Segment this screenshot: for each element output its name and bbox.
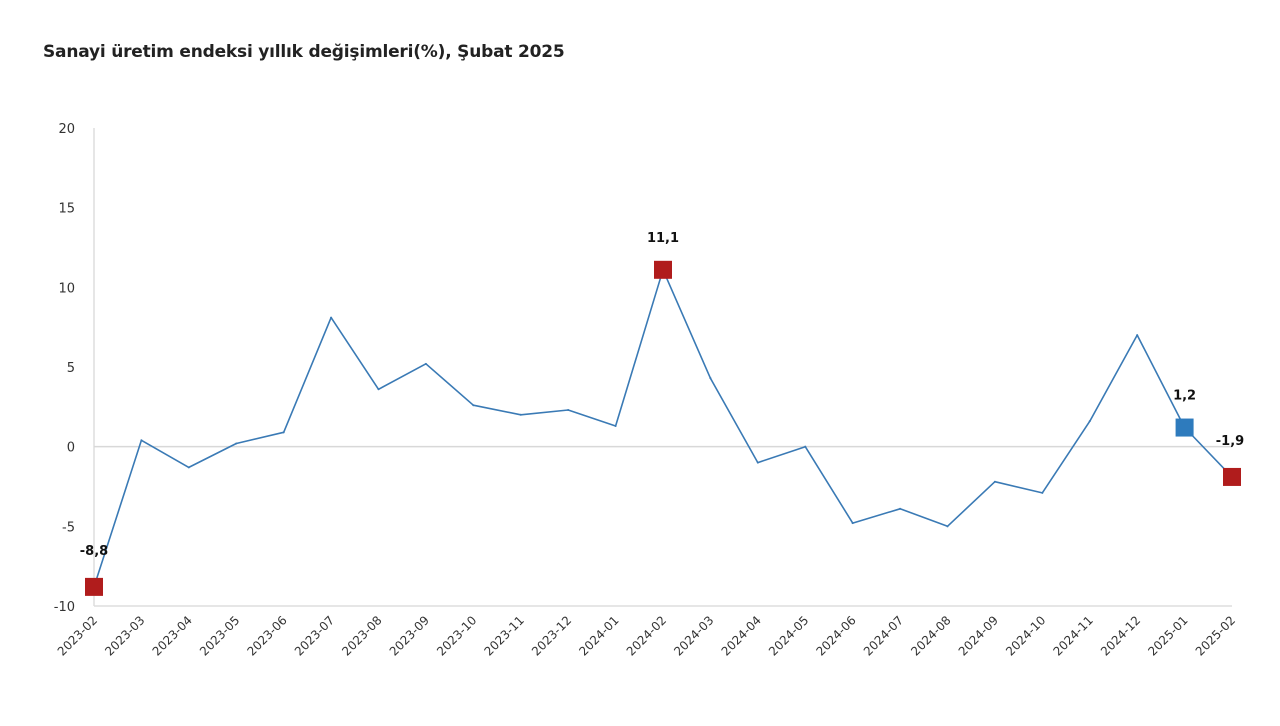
data-point <box>140 439 143 442</box>
x-tick-label: 2023-11 <box>482 613 527 658</box>
data-point <box>756 461 759 464</box>
x-tick-label: 2024-10 <box>1003 613 1048 658</box>
data-point <box>899 507 902 510</box>
x-tick-label: 2023-09 <box>387 613 432 658</box>
x-tick-label: 2023-12 <box>529 613 574 658</box>
highlight-markers <box>85 260 1241 596</box>
x-tick-label: 2024-03 <box>671 613 716 658</box>
data-label: 11,1 <box>647 231 679 246</box>
data-point <box>330 316 333 319</box>
x-tick-label: 2023-10 <box>434 613 479 658</box>
data-point <box>993 480 996 483</box>
y-tick-label: 0 <box>67 441 75 456</box>
data-point <box>1041 491 1044 494</box>
x-tick-label: 2023-06 <box>244 613 289 658</box>
highlight-marker <box>1223 467 1241 486</box>
y-tick-label: -10 <box>54 600 75 615</box>
data-point <box>946 525 949 528</box>
data-point <box>235 442 238 445</box>
x-tick-label: 2023-02 <box>55 613 100 658</box>
data-label: -8,8 <box>80 544 108 559</box>
x-tick-label: 2023-08 <box>339 613 384 658</box>
data-point <box>424 362 427 365</box>
y-tick-label: 5 <box>67 361 75 376</box>
x-tick-label: 2023-05 <box>197 613 242 658</box>
x-tick-label: 2024-11 <box>1051 613 1096 658</box>
data-point <box>519 413 522 416</box>
x-tick-label: 2023-04 <box>150 613 195 658</box>
y-tick-label: 20 <box>58 122 75 137</box>
y-tick-label: 10 <box>58 281 75 296</box>
x-tick-label: 2024-05 <box>766 613 811 658</box>
x-tick-label: 2024-08 <box>908 613 953 658</box>
data-point <box>614 424 617 427</box>
x-tick-label: 2024-12 <box>1098 613 1143 658</box>
x-tick-label: 2024-09 <box>956 613 1001 658</box>
x-tick-label: 2024-07 <box>861 613 906 658</box>
data-point <box>377 388 380 391</box>
data-point <box>282 431 285 434</box>
highlight-marker <box>1175 418 1194 437</box>
y-tick-label: 15 <box>58 202 75 217</box>
data-label: 1,2 <box>1173 389 1196 404</box>
y-tick-label: -5 <box>62 520 75 535</box>
axes <box>93 128 1232 607</box>
data-point <box>187 466 190 469</box>
x-tick-label: 2023-03 <box>102 613 147 658</box>
x-tick-label: 2024-01 <box>576 613 621 658</box>
x-tick-label: 2024-02 <box>624 613 669 658</box>
data-label: -1,9 <box>1216 434 1244 449</box>
highlight-marker <box>85 577 103 596</box>
data-labels: -8,8 11,1 1,2 -1,9 <box>80 231 1244 559</box>
data-point <box>472 404 475 407</box>
x-tick-label: 2025-01 <box>1145 613 1190 658</box>
x-tick-label: 2023-07 <box>292 613 337 658</box>
x-tick-label: 2025-02 <box>1193 613 1238 658</box>
highlight-marker <box>654 260 672 279</box>
x-tick-label: 2024-04 <box>719 613 764 658</box>
x-tick-label: 2024-06 <box>813 613 858 658</box>
chart-title: Sanayi üretim endeksi yıllık değişimleri… <box>43 42 565 62</box>
data-point <box>567 409 570 412</box>
data-point <box>1088 420 1091 423</box>
series <box>93 268 1233 588</box>
data-point <box>851 522 854 525</box>
x-tick-labels: 2023-02 2023-03 2023-04 2023-05 2023-06 2023-… <box>55 613 1238 658</box>
y-tick-labels: 20 15 10 5 0 -5 -10 <box>54 122 75 615</box>
data-point <box>1136 334 1139 337</box>
series-line <box>93 268 1233 588</box>
data-point <box>804 445 807 448</box>
data-point <box>709 377 712 380</box>
